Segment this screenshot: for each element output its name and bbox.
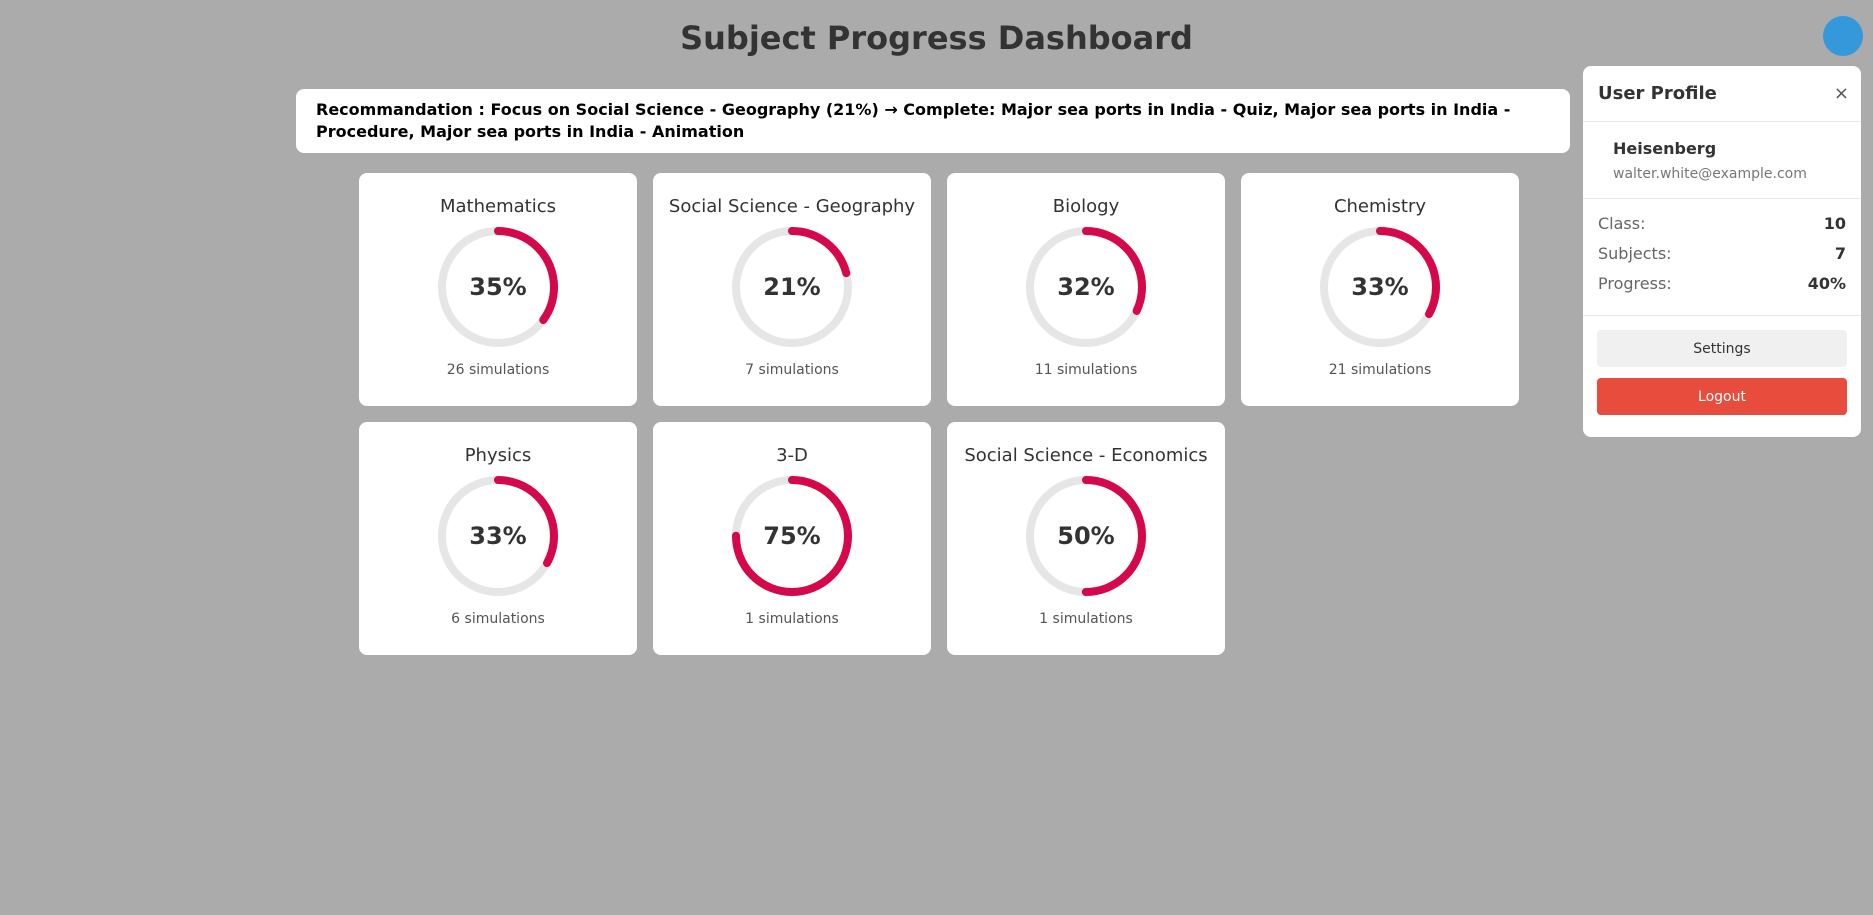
subject-title: Chemistry xyxy=(1333,196,1427,217)
profile-name: Heisenberg xyxy=(1613,139,1717,158)
progress-ring: 21% xyxy=(730,225,854,349)
progress-percent: 50% xyxy=(1057,522,1115,550)
progress-ring-svg xyxy=(1320,227,1440,347)
settings-button[interactable]: Settings xyxy=(1597,330,1847,367)
progress-ring-svg xyxy=(1026,476,1146,596)
subject-card-geography[interactable]: Social Science - Geography 21% 7 simulat… xyxy=(653,173,931,406)
subject-card-biology[interactable]: Biology 32% 11 simulations xyxy=(947,173,1225,406)
progress-percent: 33% xyxy=(469,522,527,550)
progress-ring: 33% xyxy=(1318,225,1442,349)
logout-button[interactable]: Logout xyxy=(1597,378,1847,415)
subject-grid: Mathematics 35% 26 simulations Social Sc… xyxy=(359,173,1519,655)
progress-percent: 32% xyxy=(1057,273,1115,301)
stat-label: Subjects: xyxy=(1598,244,1672,263)
close-icon[interactable]: × xyxy=(1833,83,1849,104)
progress-ring-svg xyxy=(1026,227,1146,347)
subject-title: Social Science - Economics xyxy=(964,445,1208,466)
stat-row-class: Class: 10 xyxy=(1598,213,1846,243)
stat-row-progress: Progress: 40% xyxy=(1598,273,1846,303)
progress-ring: 33% xyxy=(436,474,560,598)
simulation-count: 21 simulations xyxy=(1328,362,1432,378)
page-title: Subject Progress Dashboard xyxy=(680,19,1193,57)
simulation-count: 11 simulations xyxy=(1034,362,1138,378)
recommendation-banner: Recommandation : Focus on Social Science… xyxy=(296,89,1570,153)
simulation-count: 1 simulations xyxy=(745,611,839,627)
subject-card-mathematics[interactable]: Mathematics 35% 26 simulations xyxy=(359,173,637,406)
simulation-count: 1 simulations xyxy=(1039,611,1133,627)
progress-ring: 35% xyxy=(436,225,560,349)
subject-card-economics[interactable]: Social Science - Economics 50% 1 simulat… xyxy=(947,422,1225,655)
progress-percent: 35% xyxy=(469,273,527,301)
subject-card-chemistry[interactable]: Chemistry 33% 21 simulations xyxy=(1241,173,1519,406)
progress-ring: 50% xyxy=(1024,474,1148,598)
subject-title: Physics xyxy=(464,445,532,466)
progress-ring-arc xyxy=(438,227,558,347)
subject-title: 3-D xyxy=(776,445,808,466)
subject-title: Social Science - Geography xyxy=(668,196,916,217)
profile-stats: Class: 10 Subjects: 7 Progress: 40% xyxy=(1583,199,1861,316)
progress-ring-arc xyxy=(1026,476,1146,596)
simulation-count: 26 simulations xyxy=(446,362,550,378)
subject-card-3d[interactable]: 3-D 75% 1 simulations xyxy=(653,422,931,655)
stat-label: Progress: xyxy=(1598,274,1672,293)
progress-ring-svg xyxy=(438,227,558,347)
progress-ring-svg xyxy=(732,476,852,596)
progress-ring: 32% xyxy=(1024,225,1148,349)
progress-percent: 21% xyxy=(763,273,821,301)
progress-ring-arc xyxy=(732,227,852,347)
profile-title: User Profile xyxy=(1598,83,1717,104)
progress-ring-svg xyxy=(438,476,558,596)
stat-label: Class: xyxy=(1598,214,1646,233)
progress-percent: 33% xyxy=(1351,273,1409,301)
subject-title: Biology xyxy=(1052,196,1120,217)
simulation-count: 7 simulations xyxy=(745,362,839,378)
progress-ring-arc xyxy=(1320,227,1440,347)
progress-ring: 75% xyxy=(730,474,854,598)
progress-percent: 75% xyxy=(763,522,821,550)
stat-value: 10 xyxy=(1823,214,1846,233)
stat-value: 7 xyxy=(1834,244,1846,263)
progress-ring-arc xyxy=(438,476,558,596)
avatar[interactable] xyxy=(1823,16,1863,56)
profile-email: walter.white@example.com xyxy=(1613,166,1807,182)
progress-ring-arc xyxy=(732,476,852,596)
progress-ring-svg xyxy=(732,227,852,347)
stat-row-subjects: Subjects: 7 xyxy=(1598,243,1846,273)
progress-ring-arc xyxy=(1026,227,1146,347)
profile-header: User Profile × xyxy=(1583,66,1861,122)
subject-title: Mathematics xyxy=(440,196,556,217)
simulation-count: 6 simulations xyxy=(451,611,545,627)
user-profile-panel: User Profile × Heisenberg walter.white@e… xyxy=(1583,66,1861,437)
stat-value: 40% xyxy=(1807,274,1846,293)
profile-user-info: Heisenberg walter.white@example.com xyxy=(1583,122,1861,199)
subject-card-physics[interactable]: Physics 33% 6 simulations xyxy=(359,422,637,655)
